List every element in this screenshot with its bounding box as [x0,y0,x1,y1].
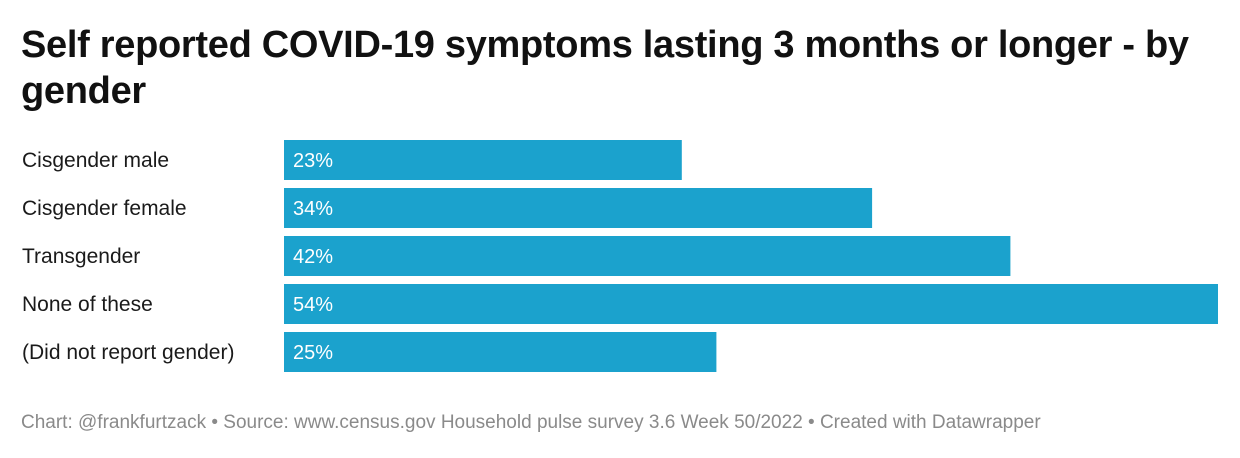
chart-title: Self reported COVID-19 symptoms lasting … [21,24,1189,112]
category-label: (Did not report gender) [22,341,234,364]
bar [284,332,717,372]
category-label: Cisgender female [22,197,187,220]
bar-value-label: 34% [293,198,333,220]
bar [284,140,682,180]
bar [284,284,1218,324]
bar-value-label: 54% [293,294,333,316]
bar-rows: Cisgender male 23% Cisgender female 34% Tran… [22,140,1218,372]
category-label: Transgender [22,245,140,268]
chart-footer: Chart: @frankfurtzack • Source: www.cens… [21,412,1041,433]
bar [284,236,1011,276]
category-label: None of these [22,293,153,316]
bar-value-label: 23% [293,150,333,172]
bar-value-label: 25% [293,342,333,364]
category-label: Cisgender male [22,149,169,172]
bar [284,188,873,228]
bar-value-label: 42% [293,246,333,268]
